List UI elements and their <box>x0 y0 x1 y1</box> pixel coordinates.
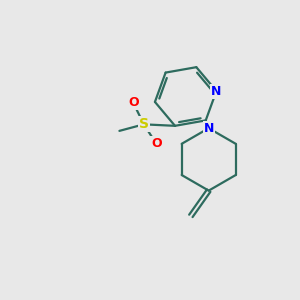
Text: O: O <box>128 96 139 110</box>
Text: N: N <box>203 122 214 135</box>
Text: S: S <box>139 117 149 131</box>
Text: N: N <box>211 85 222 98</box>
Text: O: O <box>151 137 162 150</box>
